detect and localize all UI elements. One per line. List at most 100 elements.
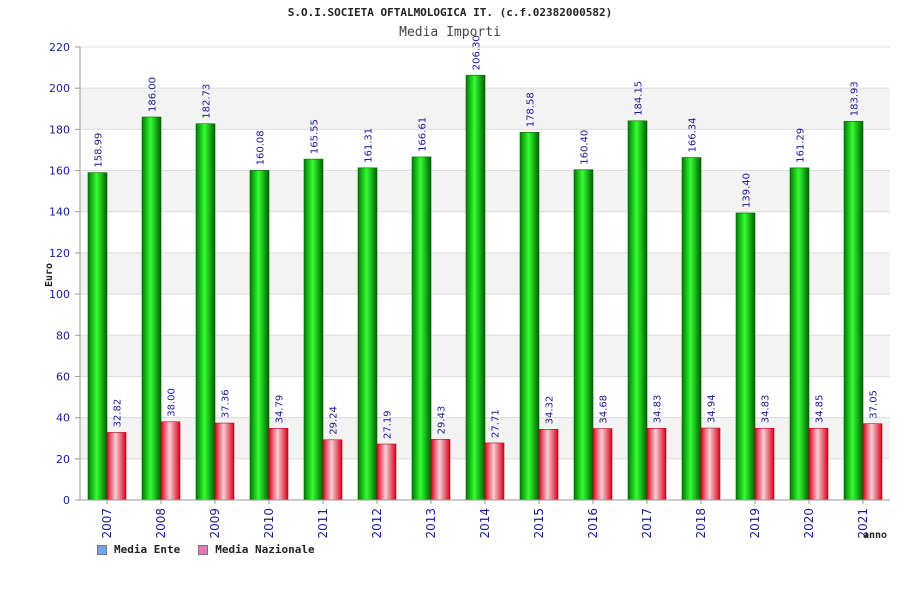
data-label-media-nazionale-2014: 27.71 <box>491 409 502 438</box>
y-tick-label: 0 <box>63 494 70 507</box>
x-tick-label-2017: 2017 <box>640 508 654 539</box>
data-label-media-nazionale-2010: 34.79 <box>275 395 286 424</box>
data-label-media-ente-2013: 166.61 <box>418 117 429 152</box>
data-label-media-nazionale-2008: 38.00 <box>167 388 178 417</box>
bar-media-ente-2012 <box>357 167 378 501</box>
bar-media-nazionale-2013 <box>430 439 451 501</box>
data-label-media-ente-2017: 184.15 <box>634 81 645 116</box>
bar-media-nazionale-2016 <box>592 428 613 501</box>
data-label-media-nazionale-2012: 27.19 <box>383 410 394 439</box>
y-tick-label: 40 <box>56 412 70 425</box>
data-label-media-ente-2021: 183.93 <box>850 81 861 116</box>
data-label-media-ente-2007: 158.99 <box>94 133 105 168</box>
bar-media-ente-2013 <box>411 156 432 501</box>
y-axis-ticks: 0 20 40 60 80 100 120 140 160 180 200 220 <box>49 41 80 507</box>
data-label-media-ente-2012: 161.31 <box>364 128 375 163</box>
data-label-media-ente-2014: 206.30 <box>472 35 483 70</box>
bar-media-nazionale-2019 <box>754 427 775 501</box>
data-label-media-ente-2008: 186.00 <box>148 77 159 112</box>
bar-media-ente-2021 <box>843 120 864 501</box>
data-label-media-nazionale-2009: 37.36 <box>221 389 232 418</box>
x-tick-label-2021: 2021 <box>856 508 870 539</box>
bar-media-ente-2014 <box>465 74 486 501</box>
data-label-media-nazionale-2017: 34.83 <box>653 395 664 424</box>
y-tick-label: 100 <box>49 288 70 301</box>
y-tick-label: 160 <box>49 165 70 178</box>
y-axis-label: Euro <box>44 263 55 287</box>
bar-media-ente-2007 <box>87 172 108 501</box>
x-tick-label-2018: 2018 <box>694 508 708 539</box>
data-labels: 158.99 32.82 186.00 38.00 182.73 37.36 160.08 3… <box>94 35 880 439</box>
data-label-media-ente-2019: 139.40 <box>742 173 753 208</box>
bar-media-ente-2017 <box>627 120 648 501</box>
bar-media-nazionale-2011 <box>322 439 343 501</box>
bar-media-nazionale-2007 <box>106 432 127 501</box>
bar-media-ente-2016 <box>573 169 594 501</box>
x-tick-label-2019: 2019 <box>748 508 762 539</box>
legend-item-media-ente: Media Ente <box>97 543 180 556</box>
y-tick-label: 200 <box>49 82 70 95</box>
bar-media-ente-2018 <box>681 157 702 501</box>
x-tick-label-2015: 2015 <box>532 508 546 539</box>
legend-label-media-ente: Media Ente <box>114 543 181 556</box>
data-label-media-ente-2009: 182.73 <box>202 84 213 119</box>
x-tick-label-2010: 2010 <box>262 508 276 539</box>
data-label-media-nazionale-2016: 34.68 <box>599 395 610 424</box>
data-label-media-nazionale-2015: 34.32 <box>545 396 556 425</box>
y-tick-label: 60 <box>56 370 70 383</box>
x-tick-label-2008: 2008 <box>154 508 168 539</box>
x-axis-label: anno <box>863 530 887 541</box>
data-label-media-nazionale-2018: 34.94 <box>707 394 718 423</box>
x-axis-ticks: 2007 2008 2009 2010 2011 2012 2013 2014 2015 2016… <box>100 500 870 539</box>
y-tick-label: 80 <box>56 329 70 342</box>
bar-media-nazionale-2017 <box>646 427 667 501</box>
data-label-media-nazionale-2013: 29.43 <box>437 406 448 435</box>
bar-media-ente-2010 <box>249 170 270 501</box>
x-tick-label-2009: 2009 <box>208 508 222 539</box>
bar-media-nazionale-2020 <box>808 427 829 501</box>
legend-label-media-nazionale: Media Nazionale <box>215 543 315 556</box>
data-label-media-nazionale-2007: 32.82 <box>113 399 124 428</box>
y-tick-label: 20 <box>56 453 70 466</box>
x-tick-label-2016: 2016 <box>586 508 600 539</box>
legend-item-media-nazionale: Media Nazionale <box>198 543 315 556</box>
x-tick-label-2012: 2012 <box>370 508 384 539</box>
data-label-media-ente-2016: 160.40 <box>580 130 591 165</box>
chart-subtitle: Media Importi <box>399 25 501 40</box>
y-tick-label: 220 <box>49 41 70 54</box>
bar-media-ente-2020 <box>789 167 810 501</box>
bar-media-nazionale-2014 <box>484 442 505 501</box>
bar-media-ente-2011 <box>303 158 324 501</box>
bars <box>87 74 883 501</box>
bar-media-nazionale-2018 <box>700 427 721 501</box>
x-tick-label-2020: 2020 <box>802 508 816 539</box>
data-label-media-nazionale-2020: 34.85 <box>815 395 826 424</box>
y-tick-label: 140 <box>49 206 70 219</box>
y-tick-label: 120 <box>49 247 70 260</box>
y-tick-label: 180 <box>49 123 70 136</box>
bar-media-nazionale-2021 <box>862 423 883 501</box>
data-label-media-ente-2018: 166.34 <box>688 117 699 152</box>
legend-swatch-media-ente <box>97 544 107 555</box>
x-tick-label-2013: 2013 <box>424 508 438 539</box>
bar-media-nazionale-2012 <box>376 443 397 501</box>
bar-media-ente-2009 <box>195 123 216 501</box>
bar-media-ente-2019 <box>735 212 756 501</box>
data-label-media-nazionale-2011: 29.24 <box>329 406 340 435</box>
bar-media-nazionale-2015 <box>538 429 559 501</box>
data-label-media-nazionale-2021: 37.05 <box>869 390 880 419</box>
bar-media-nazionale-2008 <box>160 421 181 501</box>
legend-swatch-media-nazionale <box>198 544 209 555</box>
bar-media-ente-2008 <box>141 116 162 501</box>
legend: Media Ente Media Nazionale <box>97 543 315 556</box>
data-label-media-ente-2010: 160.08 <box>256 130 267 165</box>
data-label-media-ente-2015: 178.58 <box>526 92 537 127</box>
bar-media-nazionale-2010 <box>268 428 289 501</box>
bar-media-nazionale-2009 <box>214 422 235 501</box>
data-label-media-ente-2011: 165.55 <box>310 119 321 154</box>
data-label-media-nazionale-2019: 34.83 <box>761 395 772 424</box>
chart-title: S.O.I.SOCIETA OFTALMOLOGICA IT. (c.f.023… <box>287 6 613 19</box>
bar-media-ente-2015 <box>519 131 540 501</box>
data-label-media-ente-2020: 161.29 <box>796 128 807 163</box>
